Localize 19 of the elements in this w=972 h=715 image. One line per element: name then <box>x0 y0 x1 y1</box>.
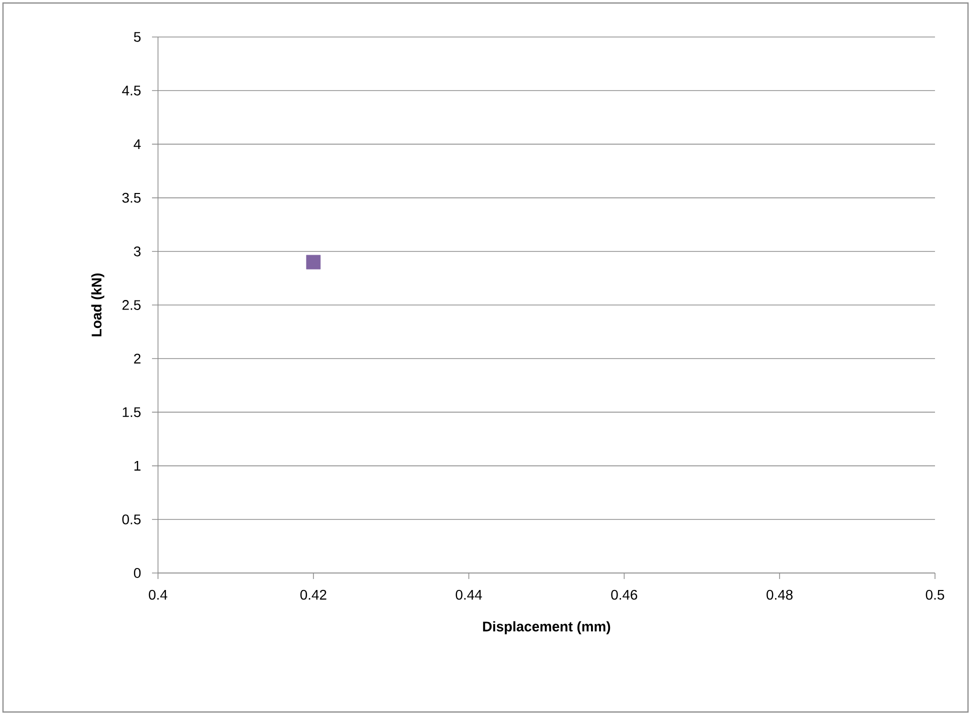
y-tick-label: 0.5 <box>122 514 141 524</box>
y-tick-label: 3.5 <box>122 192 141 203</box>
x-tick-label: 0.4 <box>148 590 168 600</box>
y-tick-label: 1.5 <box>122 407 141 418</box>
y-tick-label: 5 <box>134 32 141 42</box>
x-tick-label: 0.42 <box>300 590 326 600</box>
x-tick-label: 0.48 <box>766 590 793 600</box>
y-tick-label: 0 <box>134 568 141 578</box>
y-axis-title: Load (kN) <box>91 274 104 336</box>
y-tick-label: 3 <box>134 246 141 256</box>
x-tick-label: 0.46 <box>611 590 638 600</box>
y-tick-label: 1 <box>134 461 140 471</box>
y-tick-label: 2 <box>134 354 140 364</box>
x-tick-label: 0.5 <box>926 590 944 600</box>
y-tick-label: 4.5 <box>122 86 141 96</box>
x-axis-title: Displacement (mm) <box>483 621 610 634</box>
y-tick-label: 2.5 <box>122 300 141 310</box>
y-tick-label: 4 <box>134 139 141 149</box>
x-tick-label: 0.44 <box>456 590 482 600</box>
